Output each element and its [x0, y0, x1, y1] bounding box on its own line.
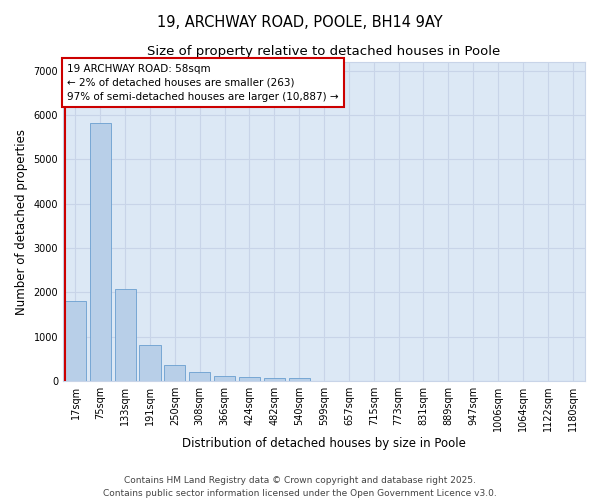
Text: 19, ARCHWAY ROAD, POOLE, BH14 9AY: 19, ARCHWAY ROAD, POOLE, BH14 9AY — [157, 15, 443, 30]
Bar — [214, 376, 235, 381]
Text: Contains HM Land Registry data © Crown copyright and database right 2025.
Contai: Contains HM Land Registry data © Crown c… — [103, 476, 497, 498]
Bar — [189, 372, 211, 381]
Bar — [164, 365, 185, 381]
Bar — [115, 289, 136, 381]
Bar — [289, 378, 310, 381]
Title: Size of property relative to detached houses in Poole: Size of property relative to detached ho… — [148, 45, 500, 58]
Bar — [264, 378, 285, 381]
Bar — [239, 376, 260, 381]
Bar — [90, 123, 111, 381]
X-axis label: Distribution of detached houses by size in Poole: Distribution of detached houses by size … — [182, 437, 466, 450]
Text: 19 ARCHWAY ROAD: 58sqm
← 2% of detached houses are smaller (263)
97% of semi-det: 19 ARCHWAY ROAD: 58sqm ← 2% of detached … — [67, 64, 338, 102]
Bar — [65, 302, 86, 381]
Y-axis label: Number of detached properties: Number of detached properties — [15, 128, 28, 314]
Bar — [139, 345, 161, 381]
